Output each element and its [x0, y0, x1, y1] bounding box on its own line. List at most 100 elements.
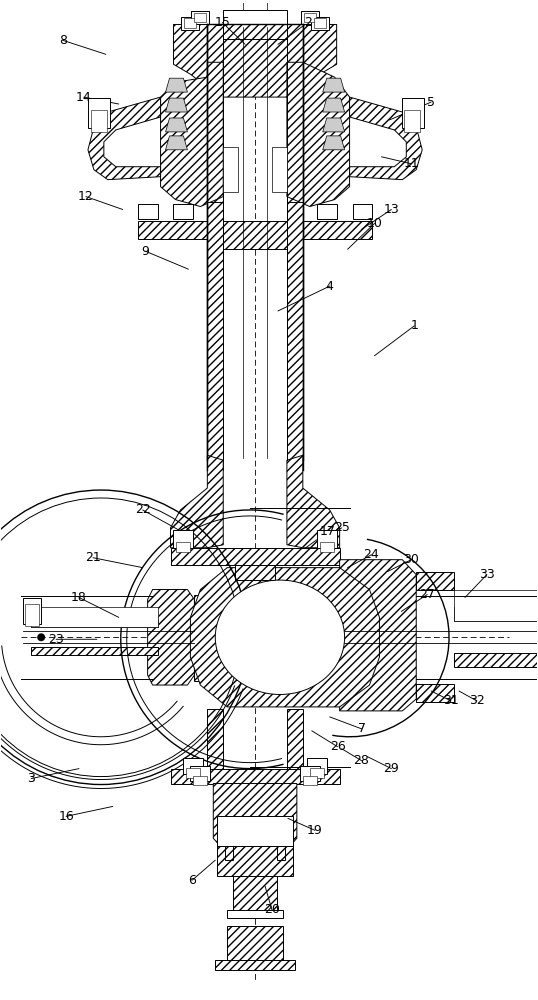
Bar — [194, 13, 207, 22]
Polygon shape — [190, 568, 379, 707]
Bar — [300, 766, 320, 781]
Text: 13: 13 — [384, 203, 399, 216]
Bar — [227, 910, 283, 918]
Text: 7: 7 — [358, 722, 365, 735]
Polygon shape — [166, 98, 187, 112]
Text: 17: 17 — [320, 525, 336, 538]
Bar — [223, 147, 238, 192]
Polygon shape — [217, 846, 293, 876]
Bar — [402, 98, 424, 128]
Text: 16: 16 — [58, 810, 74, 823]
Polygon shape — [31, 619, 158, 627]
Text: 27: 27 — [419, 588, 435, 601]
Polygon shape — [250, 619, 275, 655]
Bar — [88, 98, 110, 128]
Text: 6: 6 — [188, 874, 196, 887]
Polygon shape — [207, 709, 223, 774]
Polygon shape — [287, 62, 350, 207]
Bar — [310, 768, 324, 778]
Polygon shape — [207, 24, 223, 470]
Text: 20: 20 — [264, 903, 280, 916]
Ellipse shape — [215, 580, 345, 694]
Polygon shape — [323, 118, 345, 132]
Bar — [243, 0, 267, 24]
Bar — [304, 13, 316, 22]
Bar — [272, 147, 287, 192]
Bar — [303, 776, 317, 785]
Bar — [31, 607, 158, 627]
Text: 26: 26 — [330, 740, 345, 753]
Polygon shape — [207, 202, 223, 460]
Text: 32: 32 — [469, 694, 485, 707]
Bar — [138, 204, 158, 219]
Text: 21: 21 — [85, 551, 101, 564]
Polygon shape — [277, 838, 285, 860]
Text: 8: 8 — [59, 34, 67, 47]
Bar — [190, 766, 210, 781]
Polygon shape — [323, 136, 345, 150]
Polygon shape — [416, 572, 454, 590]
Polygon shape — [287, 709, 303, 774]
Bar — [307, 758, 327, 774]
Bar — [23, 598, 41, 624]
Text: 4: 4 — [325, 280, 334, 293]
Polygon shape — [138, 221, 372, 249]
Bar — [173, 204, 193, 219]
Bar — [217, 816, 293, 846]
Bar — [181, 17, 200, 30]
Text: 14: 14 — [76, 91, 92, 104]
Text: 11: 11 — [404, 157, 419, 170]
Text: 24: 24 — [364, 548, 379, 561]
Bar — [352, 204, 372, 219]
Bar — [301, 11, 318, 24]
Bar — [192, 11, 209, 24]
Text: 30: 30 — [404, 553, 419, 566]
Bar — [223, 10, 287, 24]
Text: 33: 33 — [479, 568, 495, 581]
Bar — [317, 530, 337, 548]
Polygon shape — [171, 455, 223, 548]
Polygon shape — [287, 455, 339, 548]
Polygon shape — [171, 548, 339, 565]
Polygon shape — [227, 926, 283, 960]
Bar — [173, 530, 193, 548]
Polygon shape — [88, 97, 160, 180]
Polygon shape — [235, 565, 275, 580]
Text: 15: 15 — [214, 16, 230, 29]
Polygon shape — [287, 202, 303, 460]
Bar — [314, 18, 325, 28]
Polygon shape — [287, 24, 303, 470]
Text: 19: 19 — [307, 824, 323, 837]
Polygon shape — [171, 769, 339, 784]
Polygon shape — [323, 78, 345, 92]
Text: 12: 12 — [78, 190, 94, 203]
Polygon shape — [215, 960, 295, 970]
Polygon shape — [173, 24, 337, 97]
Text: 31: 31 — [443, 694, 459, 707]
Polygon shape — [166, 118, 187, 132]
Bar — [176, 542, 190, 552]
Text: 2: 2 — [304, 16, 312, 29]
Polygon shape — [339, 560, 416, 711]
Polygon shape — [166, 136, 187, 150]
Bar — [185, 18, 196, 28]
Text: 3: 3 — [27, 772, 35, 785]
Polygon shape — [225, 838, 233, 860]
Polygon shape — [350, 97, 422, 180]
Bar — [311, 17, 329, 30]
Bar — [454, 590, 538, 621]
Polygon shape — [213, 784, 297, 846]
Polygon shape — [416, 684, 454, 702]
Polygon shape — [31, 647, 158, 655]
Text: 29: 29 — [384, 762, 399, 775]
Polygon shape — [194, 595, 217, 681]
Circle shape — [37, 633, 45, 641]
Bar — [317, 204, 337, 219]
Text: 1: 1 — [410, 319, 418, 332]
Bar — [25, 604, 39, 626]
Polygon shape — [454, 607, 538, 621]
Text: 9: 9 — [141, 245, 150, 258]
Bar — [320, 542, 334, 552]
Text: 25: 25 — [334, 521, 350, 534]
Polygon shape — [160, 62, 223, 207]
